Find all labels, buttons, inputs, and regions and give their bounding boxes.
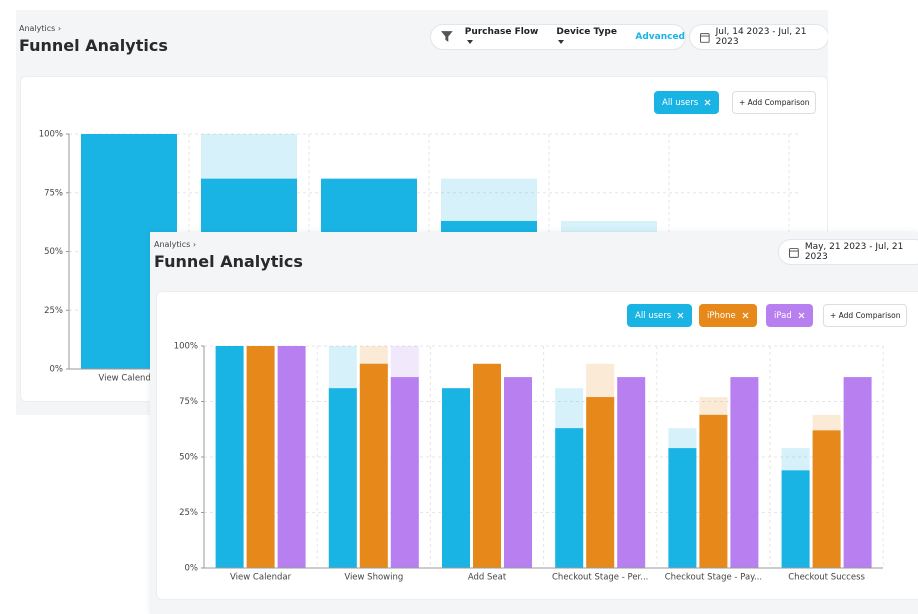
x-tick-label: Checkout Success (788, 573, 865, 583)
bar (473, 363, 501, 568)
filter-bar: Purchase Flow Device Type Advanced (430, 24, 686, 50)
date-picker[interactable]: May, 21 2023 - Jul, 21 2023 (778, 239, 918, 265)
bar (668, 448, 697, 568)
bar (781, 470, 810, 568)
y-tick-label: 0% (50, 365, 64, 375)
filter-dropdown[interactable]: Purchase Flow (465, 27, 545, 47)
x-tick-label: View Calendar (230, 573, 292, 583)
legend-label[interactable]: iPad (774, 310, 792, 321)
chart: 0% 25% 50% 75% 100% View Calendar View Showing… (174, 342, 884, 583)
breadcrumb[interactable]: Analytics › (19, 24, 62, 33)
breadcrumb[interactable]: Analytics › (154, 240, 197, 249)
filter-label[interactable]: Purchase Flow (464, 27, 539, 37)
remove-icon[interactable] (677, 312, 684, 319)
series-chip[interactable]: All users (654, 91, 720, 114)
filter-label[interactable]: Device Type (556, 27, 617, 37)
chart-card: All users iPhone iPad + Add Comparison 0% 2… (156, 291, 918, 600)
x-tick-label: Checkout Stage - Per... (552, 573, 648, 583)
page-title: Funnel Analytics (19, 36, 168, 55)
bar (555, 428, 584, 568)
x-tick-label: View Calendar (98, 374, 160, 384)
series-chip[interactable]: iPad (766, 304, 813, 327)
bar (359, 363, 388, 568)
breadcrumb-text[interactable]: Analytics (19, 24, 56, 33)
advanced-link[interactable]: Advanced (635, 32, 685, 42)
series-chip[interactable]: iPhone (699, 304, 757, 327)
y-tick-label: 75% (179, 397, 198, 407)
y-tick-label: 25% (44, 306, 63, 316)
legend-label[interactable]: All users (635, 310, 672, 321)
remove-icon[interactable] (742, 312, 749, 319)
bar (246, 346, 275, 568)
bar (812, 430, 841, 568)
remove-icon[interactable] (798, 312, 805, 319)
bar (277, 346, 306, 568)
page-title: Funnel Analytics (154, 252, 303, 271)
y-tick-label: 75% (44, 188, 63, 198)
date-range[interactable]: May, 21 2023 - Jul, 21 2023 (804, 242, 904, 262)
date-range[interactable]: Jul, 14 2023 - Jul, 21 2023 (715, 27, 807, 47)
series-chip[interactable]: All users (627, 304, 693, 327)
breadcrumb-text[interactable]: Analytics (154, 240, 191, 249)
bar (843, 377, 872, 568)
x-tick-label: Checkout Stage - Pay... (665, 573, 762, 583)
bar (617, 377, 646, 568)
legend-label[interactable]: iPhone (707, 310, 736, 321)
calendar-icon (700, 32, 710, 43)
bar (699, 414, 728, 568)
bar (504, 377, 532, 568)
add-comparison-button[interactable]: + Add Comparison (732, 91, 817, 114)
bar (730, 377, 759, 568)
bar (215, 346, 244, 568)
y-tick-label: 0% (185, 564, 199, 574)
y-tick-label: 25% (179, 508, 198, 518)
remove-icon[interactable] (704, 99, 711, 106)
calendar-icon (789, 247, 799, 258)
x-tick-label: Add Seat (468, 573, 507, 583)
bar (328, 388, 357, 568)
legend-label[interactable]: All users (662, 97, 699, 108)
y-tick-label: 100% (174, 342, 198, 352)
filter-icon (441, 31, 453, 42)
y-tick-label: 100% (39, 130, 63, 140)
front-panel: Analytics › Funnel Analytics May, 21 202… (150, 232, 918, 614)
y-tick-label: 50% (179, 453, 198, 463)
filter-dropdown[interactable]: Device Type (556, 27, 623, 47)
date-picker[interactable]: Jul, 14 2023 - Jul, 21 2023 (689, 24, 828, 50)
y-tick-label: 50% (44, 247, 63, 257)
bar (442, 388, 470, 568)
add-comparison-button[interactable]: + Add Comparison (823, 304, 908, 327)
bar (390, 377, 419, 568)
bar (586, 397, 615, 568)
x-tick-label: View Showing (344, 573, 403, 583)
